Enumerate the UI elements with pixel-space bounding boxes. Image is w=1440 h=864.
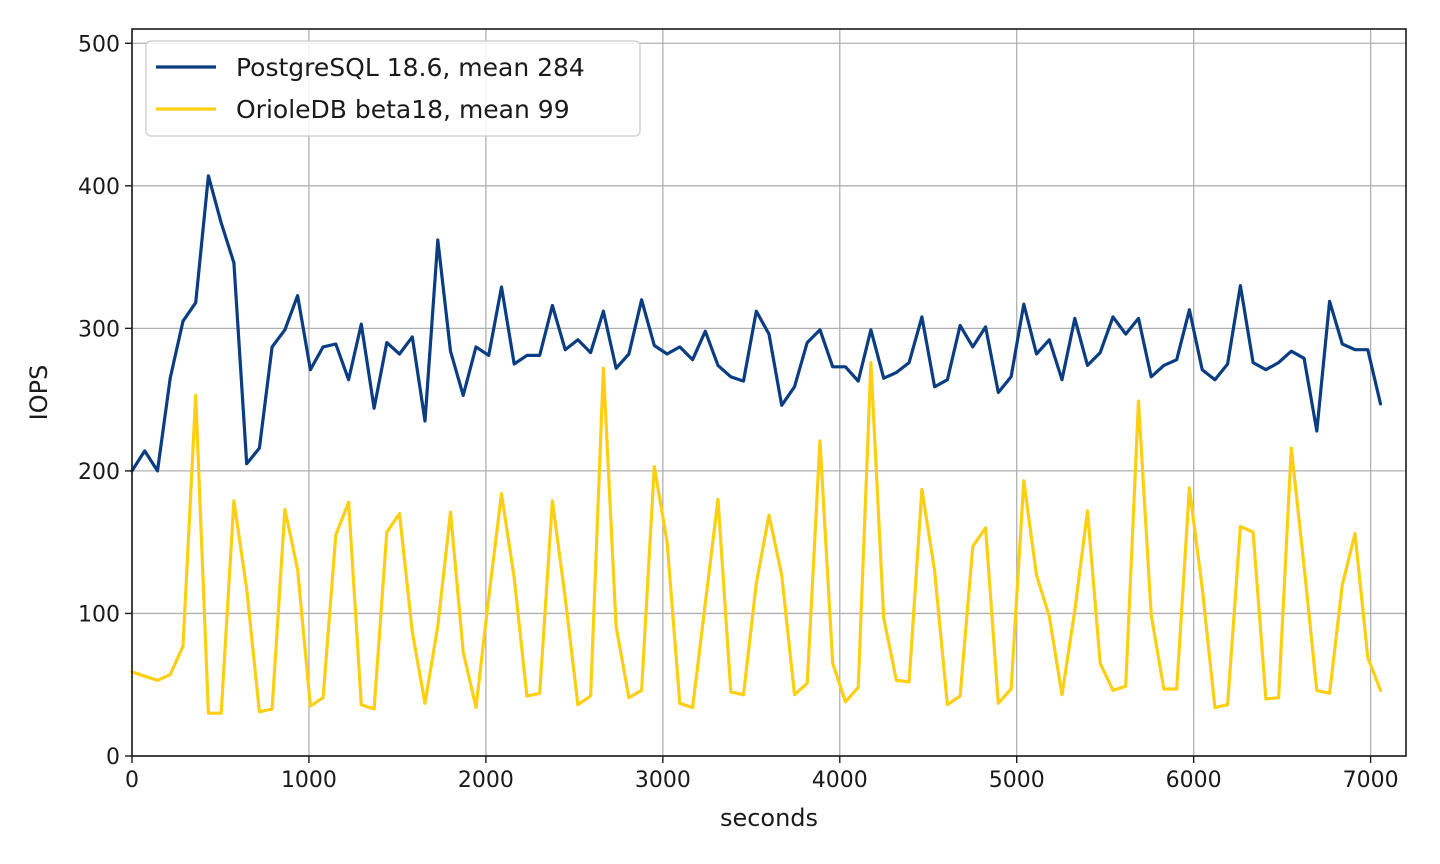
y-tick-label: 200 [78,460,120,485]
legend: PostgreSQL 18.6, mean 284 OrioleDB beta18… [145,40,641,137]
legend-label-1: PostgreSQL 18.6, mean 284 [236,53,585,82]
y-tick-label: 100 [78,602,120,627]
legend-box [145,40,641,137]
x-tick-label: 6000 [1166,768,1222,793]
x-tick-label: 3000 [635,768,691,793]
y-tick-label: 500 [78,32,120,57]
x-tick-label: 1000 [281,768,337,793]
x-axis-title: seconds [720,804,818,832]
series-line-1 [130,174,1383,473]
x-tick-label: 5000 [989,768,1045,793]
series-line-2 [130,361,1383,715]
x-tick-label: 4000 [812,768,868,793]
ticks: 0 1000 2000 3000 4000 5000 6000 7000 0 100 200 300 4… [78,32,1399,793]
plot-frame [131,28,1407,757]
x-tick-label: 7000 [1343,768,1399,793]
legend-label-2: OrioleDB beta18, mean 99 [236,95,570,124]
series-layer [130,174,1383,715]
x-tick-label: 0 [125,768,139,793]
y-axis-title: IOPS [25,365,53,421]
y-tick-label: 300 [78,317,120,342]
y-tick-label: 400 [78,175,120,200]
x-tick-label: 2000 [458,768,514,793]
y-tick-label: 0 [106,745,120,770]
